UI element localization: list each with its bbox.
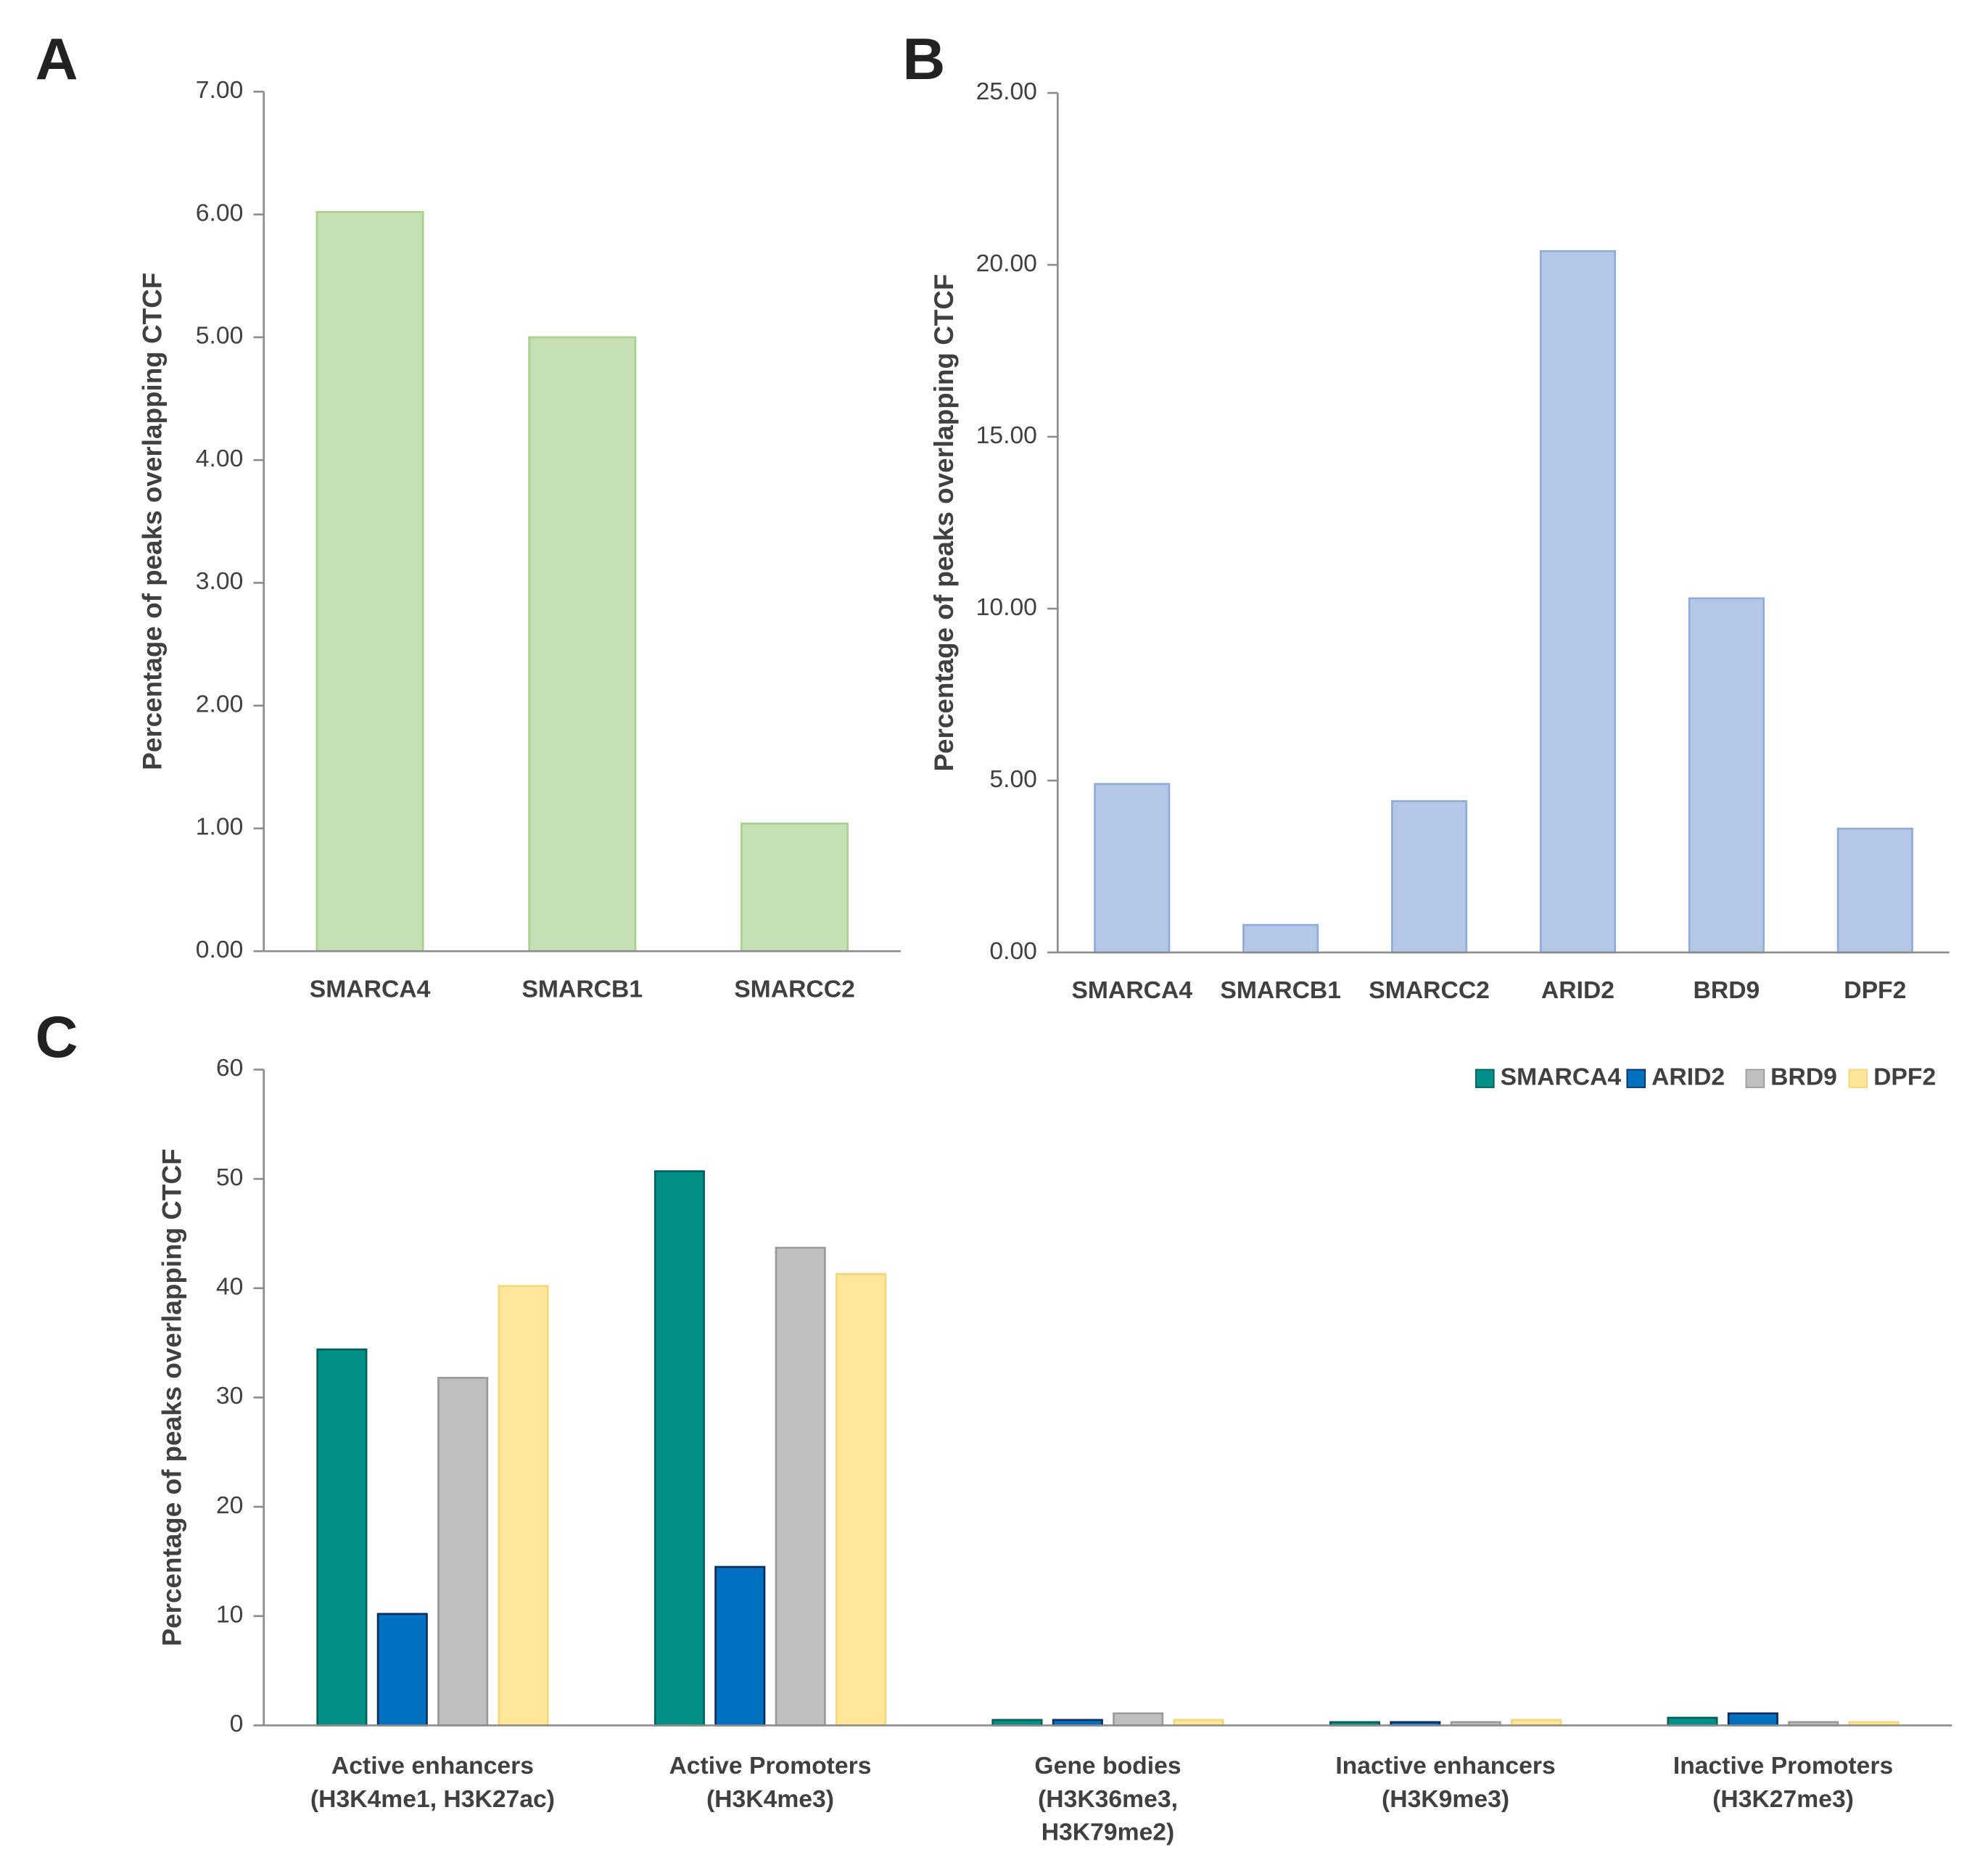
y-tick-label: 2.00	[196, 691, 244, 718]
bar	[1667, 1716, 1718, 1727]
y-tick-label: 0.00	[196, 937, 244, 963]
y-tick-label: 0.00	[989, 938, 1037, 965]
x-tick-label: H3K79me2)	[1042, 1819, 1175, 1846]
x-tick-label: BRD9	[1694, 977, 1760, 1004]
x-tick-label: ARID2	[1541, 977, 1614, 1004]
bar	[315, 210, 424, 952]
x-tick-label: SMARCB1	[1220, 977, 1341, 1004]
bar	[376, 1613, 428, 1727]
bar	[741, 822, 849, 952]
y-tick-label: 0	[230, 1711, 244, 1737]
bar	[1836, 828, 1913, 954]
y-tick-label: 30	[216, 1383, 243, 1410]
bar	[316, 1348, 368, 1727]
y-axis-label: Percentage of peaks overlapping CTCF	[137, 273, 168, 770]
x-tick-label: SMARCA4	[310, 976, 431, 1003]
x-tick-label: Gene bodies	[1034, 1753, 1181, 1779]
y-tick-label: 5.00	[989, 766, 1037, 793]
legend-swatch	[1626, 1069, 1646, 1088]
panel-label: B	[902, 27, 945, 92]
x-tick-label: (H3K4me3)	[706, 1786, 834, 1813]
x-tick-label: SMARCC2	[734, 976, 855, 1003]
x-tick-label: DPF2	[1844, 977, 1906, 1004]
y-axis-label: Percentage of peaks overlapping CTCF	[928, 274, 959, 772]
y-tick-label: 60	[216, 1055, 243, 1082]
x-tick-label: (H3K27me3)	[1712, 1786, 1854, 1813]
y-tick-label: 10	[216, 1602, 243, 1629]
bar	[1242, 923, 1319, 954]
y-tick-label: 20.00	[976, 250, 1037, 277]
bar	[714, 1565, 766, 1727]
x-tick-label: (H3K9me3)	[1382, 1786, 1509, 1813]
y-tick-label: 25.00	[976, 78, 1037, 105]
y-tick-label: 3.00	[196, 568, 244, 595]
bar	[775, 1246, 826, 1727]
y-axis-label: Percentage of peaks overlapping CTCF	[156, 1148, 186, 1646]
y-tick-label: 7.00	[196, 77, 244, 104]
legend-swatch	[1848, 1069, 1868, 1088]
x-tick-label: Active enhancers	[331, 1753, 534, 1779]
x-tick-label: SMARCA4	[1071, 977, 1192, 1004]
y-tick-label: 10.00	[976, 594, 1037, 621]
y-tick-label: 40	[216, 1274, 243, 1301]
x-tick-label: SMARCC2	[1369, 977, 1490, 1004]
bar	[1094, 783, 1171, 954]
bar	[653, 1170, 705, 1727]
legend-label: BRD9	[1770, 1064, 1837, 1091]
bar	[528, 336, 637, 952]
y-tick-label: 6.00	[196, 200, 244, 227]
bar	[1113, 1712, 1164, 1727]
y-tick-label: 15.00	[976, 422, 1037, 449]
bar	[437, 1376, 489, 1727]
x-tick-label: Inactive enhancers	[1335, 1753, 1555, 1779]
x-tick-label: (H3K36me3,	[1038, 1786, 1178, 1813]
legend-label: SMARCA4	[1501, 1064, 1622, 1091]
x-tick-label: SMARCB1	[521, 976, 643, 1003]
y-tick-label: 5.00	[196, 323, 244, 350]
panel-label: C	[36, 1005, 78, 1071]
y-tick-label: 50	[216, 1164, 243, 1191]
legend-label: ARID2	[1651, 1064, 1725, 1091]
bar	[498, 1285, 549, 1727]
legend-label: DPF2	[1873, 1064, 1936, 1091]
x-tick-label: Inactive Promoters	[1673, 1753, 1893, 1779]
bar	[1391, 800, 1468, 954]
y-tick-label: 1.00	[196, 814, 244, 841]
x-tick-label: Active Promoters	[669, 1753, 871, 1779]
legend-swatch	[1475, 1069, 1495, 1088]
bar	[1727, 1712, 1778, 1727]
bar	[1688, 597, 1765, 954]
bar	[836, 1272, 887, 1727]
y-tick-label: 4.00	[196, 445, 244, 472]
legend-swatch	[1745, 1069, 1765, 1088]
bar	[1539, 250, 1617, 954]
panel-label: A	[36, 27, 78, 92]
x-tick-label: (H3K4me1, H3K27ac)	[310, 1786, 555, 1813]
y-tick-label: 20	[216, 1492, 243, 1519]
